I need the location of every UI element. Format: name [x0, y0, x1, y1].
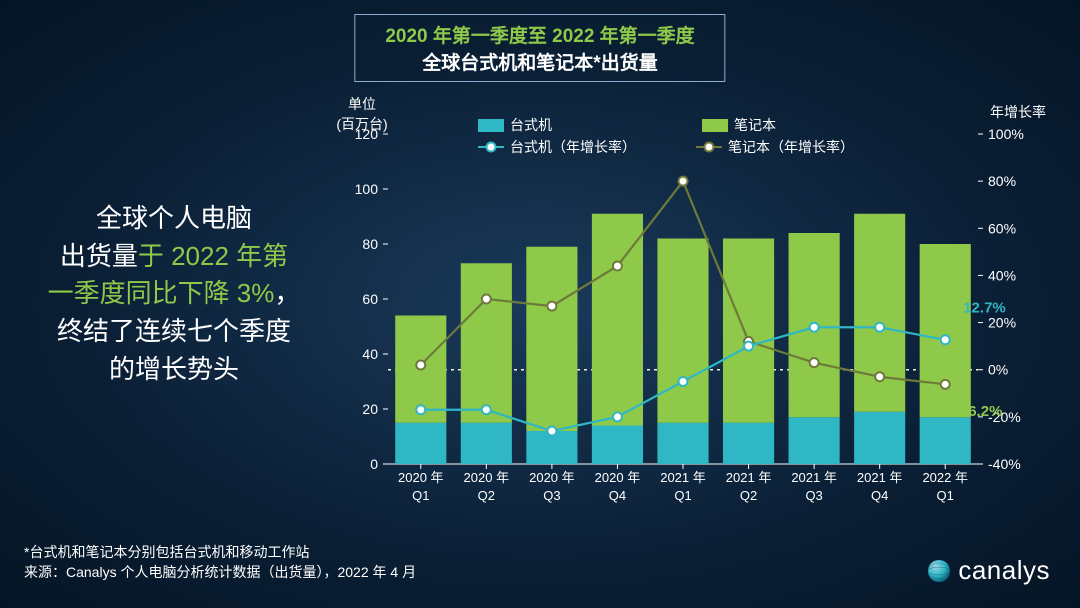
headline-l3-hl: 一季度同比下降 3% — [48, 278, 275, 308]
line-notebook-yoy-marker — [416, 361, 425, 370]
svg-text:2021 年: 2021 年 — [791, 470, 837, 485]
svg-text:-40%: -40% — [988, 456, 1021, 472]
legend-label: 台式机（年增长率） — [510, 139, 636, 155]
svg-text:2020 年: 2020 年 — [464, 470, 510, 485]
svg-text:Q1: Q1 — [937, 488, 954, 503]
headline-l2-hl: 于 2022 年第 — [138, 241, 288, 271]
line-notebook-yoy-marker — [679, 177, 688, 186]
svg-text:Q4: Q4 — [871, 488, 888, 503]
svg-text:20: 20 — [362, 401, 378, 417]
line-desktop-yoy-marker — [416, 405, 425, 414]
bar-desktop — [461, 423, 512, 464]
headline-text: 全球个人电脑 出货量于 2022 年第 一季度同比下降 3%， 终结了连续七个季… — [24, 200, 324, 388]
svg-text:Q4: Q4 — [609, 488, 626, 503]
logo-globe-icon — [926, 558, 952, 584]
bar-desktop — [592, 426, 643, 465]
svg-text:80: 80 — [362, 236, 378, 252]
line-desktop-yoy-marker — [941, 335, 950, 344]
svg-text:40%: 40% — [988, 267, 1016, 283]
bar-notebook — [592, 214, 643, 426]
legend-swatch — [702, 119, 728, 132]
chart-title-line2: 全球台式机和笔记本*出货量 — [385, 48, 694, 75]
chart-area: 单位 (百万台) 年增长率 020406080100120-40%-20%0%2… — [328, 100, 1050, 540]
bar-desktop — [657, 423, 708, 464]
headline-l3a: ， — [274, 278, 300, 308]
headline-l1: 全球个人电脑 — [96, 203, 252, 233]
legend-label: 台式机 — [510, 117, 552, 133]
bar-desktop — [854, 412, 905, 464]
svg-text:2020 年: 2020 年 — [595, 470, 641, 485]
footnote-l2: 来源：Canalys 个人电脑分析统计数据（出货量），2022 年 4 月 — [24, 562, 416, 582]
svg-text:2021 年: 2021 年 — [857, 470, 903, 485]
line-desktop-yoy-marker — [482, 405, 491, 414]
bar-notebook — [461, 263, 512, 423]
svg-text:Q2: Q2 — [740, 488, 757, 503]
bar-notebook — [920, 244, 971, 417]
bar-desktop — [920, 417, 971, 464]
svg-text:60%: 60% — [988, 220, 1016, 236]
bar-notebook — [657, 239, 708, 423]
bar-desktop — [789, 417, 840, 464]
svg-text:2022 年: 2022 年 — [922, 470, 968, 485]
bar-notebook — [526, 247, 577, 431]
svg-text:100%: 100% — [988, 126, 1024, 142]
line-desktop-yoy-marker — [875, 323, 884, 332]
svg-text:2021 年: 2021 年 — [726, 470, 772, 485]
footnote-l1: *台式机和笔记本分别包括台式机和移动工作站 — [24, 542, 416, 562]
line-notebook-yoy-marker — [482, 295, 491, 304]
chart-svg: 020406080100120-40%-20%0%20%40%60%80%100… — [328, 100, 1050, 540]
svg-text:Q2: Q2 — [478, 488, 495, 503]
svg-text:80%: 80% — [988, 173, 1016, 189]
legend-label: 笔记本 — [734, 117, 776, 133]
svg-text:20%: 20% — [988, 315, 1016, 331]
line-notebook-yoy-marker — [547, 302, 556, 311]
svg-text:Q1: Q1 — [412, 488, 429, 503]
svg-text:0%: 0% — [988, 362, 1008, 378]
line-notebook-yoy-marker — [941, 380, 950, 389]
y1-axis-title: 单位 (百万台) — [322, 94, 402, 134]
line-desktop-yoy-marker — [744, 342, 753, 351]
line-desktop-yoy-marker — [679, 377, 688, 386]
line-desktop-yoy-marker — [547, 427, 556, 436]
bar-desktop — [395, 423, 446, 464]
line-desktop-yoy-marker — [810, 323, 819, 332]
headline-l5: 的增长势头 — [109, 354, 239, 384]
legend-swatch — [478, 119, 504, 132]
svg-text:Q3: Q3 — [805, 488, 822, 503]
line-notebook-yoy-marker — [613, 262, 622, 271]
bar-desktop — [723, 423, 774, 464]
headline-l4: 终结了连续七个季度 — [57, 316, 291, 346]
brand-logo-text: canalys — [958, 555, 1050, 586]
chart-title-line1: 2020 年第一季度至 2022 年第一季度 — [385, 21, 694, 48]
footnote: *台式机和笔记本分别包括台式机和移动工作站 来源：Canalys 个人电脑分析统… — [24, 542, 416, 582]
svg-text:2020 年: 2020 年 — [398, 470, 444, 485]
bar-notebook — [723, 239, 774, 423]
headline-l2a: 出货量 — [60, 241, 138, 271]
annotation: 12.7% — [963, 300, 1006, 317]
svg-text:2020 年: 2020 年 — [529, 470, 575, 485]
svg-text:Q1: Q1 — [674, 488, 691, 503]
y2-axis-title: 年增长率 — [978, 102, 1058, 122]
line-desktop-yoy-marker — [613, 412, 622, 421]
chart-title-box: 2020 年第一季度至 2022 年第一季度 全球台式机和笔记本*出货量 — [354, 14, 725, 82]
line-notebook-yoy-marker — [875, 372, 884, 381]
annotation: -6.2% — [963, 403, 1002, 420]
line-notebook-yoy-marker — [810, 358, 819, 367]
svg-text:Q3: Q3 — [543, 488, 560, 503]
svg-text:0: 0 — [370, 456, 378, 472]
svg-text:2021 年: 2021 年 — [660, 470, 706, 485]
brand-logo: canalys — [926, 555, 1050, 586]
svg-text:40: 40 — [362, 346, 378, 362]
svg-text:100: 100 — [355, 181, 379, 197]
legend-label: 笔记本（年增长率） — [728, 139, 854, 155]
svg-text:60: 60 — [362, 291, 378, 307]
